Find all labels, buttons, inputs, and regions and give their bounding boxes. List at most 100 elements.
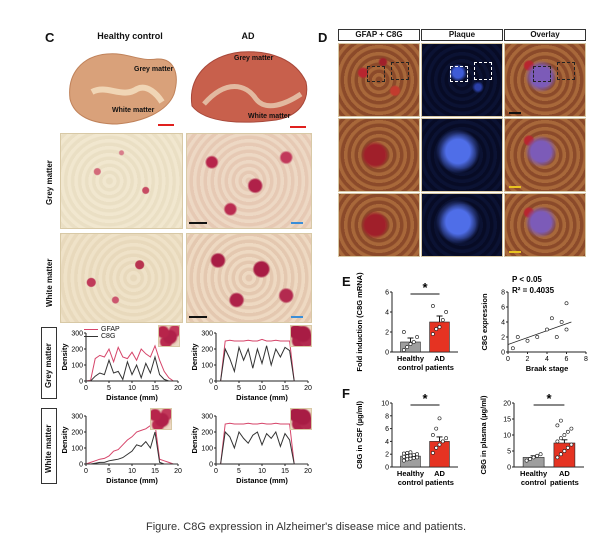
- legend-label-c8g: C8G: [101, 333, 116, 340]
- micrograph-ad-white: [186, 233, 312, 323]
- data-point: [431, 304, 435, 308]
- slice-label-white-healthy: White matter: [112, 107, 155, 114]
- data-point: [510, 346, 515, 351]
- data-point: [555, 423, 560, 428]
- slice-label-grey-healthy: Grey matter: [134, 66, 174, 73]
- d-plaque-overview: [421, 43, 503, 117]
- profile-row-label-grey: Grey matter: [44, 343, 53, 388]
- y-tick-label: 6: [385, 290, 389, 297]
- x-tick-label: 20: [304, 385, 312, 392]
- data-point: [408, 450, 413, 455]
- x-tick-label: 0: [84, 468, 88, 475]
- data-point: [566, 445, 570, 450]
- data-point: [559, 418, 563, 423]
- category-label: patients: [425, 478, 454, 487]
- significance-marker: *: [546, 391, 552, 406]
- data-point: [531, 455, 536, 460]
- series-line-gfap: [85, 344, 178, 382]
- data-point: [549, 316, 554, 321]
- d-overlay-zoom2: [504, 193, 586, 257]
- col-header-healthy: Healthy control: [97, 31, 163, 41]
- data-point: [437, 442, 442, 447]
- scale-bar: [189, 222, 207, 224]
- y-tick-label: 300: [71, 331, 83, 338]
- data-point: [434, 426, 439, 431]
- x-tick-label: 0: [214, 468, 218, 475]
- y-tick-label: 15: [503, 417, 511, 424]
- data-point: [411, 452, 416, 457]
- x-axis-label: Distance (mm): [236, 393, 288, 402]
- y-tick-label: 0: [507, 465, 511, 472]
- d-gfap-zoom1: [338, 118, 420, 192]
- scale-bar: [189, 316, 207, 318]
- data-point: [411, 456, 416, 460]
- d-header-label: Plaque: [448, 30, 476, 39]
- legend-item-c8g: C8G: [84, 333, 120, 340]
- x-axis-label: Distance (mm): [236, 476, 288, 485]
- data-point: [401, 330, 406, 334]
- scatter-chart-braak: 0 2 4 6 8 0 2 4 6 8 Braak stage C8G expression P < 0…: [480, 275, 588, 373]
- scale-bar: [509, 186, 521, 188]
- category-label: patients: [550, 478, 579, 487]
- data-point: [415, 455, 419, 460]
- profile-row-label-box-white: White matter: [41, 408, 57, 484]
- y-tick-label: 5: [507, 449, 511, 456]
- scale-bar: [290, 126, 306, 128]
- data-point: [408, 453, 413, 458]
- data-point: [440, 439, 445, 444]
- line-chart-grey-ad: 0 100 200 300 0 5 10 15 20 Distance (mm) Density: [190, 331, 312, 403]
- x-tick-label: 0: [214, 385, 218, 392]
- y-tick-label: 4: [501, 320, 505, 327]
- d-gfap-overview: [338, 43, 420, 117]
- legend: GFAP C8G: [84, 326, 120, 340]
- series-line-c8g: [216, 430, 308, 465]
- legend-item-gfap: GFAP: [84, 326, 120, 333]
- data-point: [569, 442, 574, 447]
- scale-bar: [509, 112, 521, 114]
- y-tick-label: 200: [71, 430, 83, 437]
- y-tick-label: 300: [71, 414, 83, 421]
- figure-caption: Figure. C8G expression in Alzheimer's di…: [145, 521, 467, 533]
- y-tick-label: 0: [79, 462, 83, 469]
- data-point: [434, 327, 439, 331]
- y-tick-label: 0: [385, 465, 389, 472]
- y-tick-label: 2: [385, 330, 389, 337]
- y-tick-label: 0: [209, 462, 213, 469]
- zoom-box: [367, 66, 385, 82]
- y-tick-label: 200: [201, 430, 213, 437]
- data-point: [408, 342, 413, 346]
- y-tick-label: 6: [501, 305, 505, 312]
- data-point: [401, 451, 406, 456]
- d-gfap-zoom2: [338, 193, 420, 257]
- x-tick-label: 10: [258, 385, 266, 392]
- data-point: [405, 451, 410, 455]
- series-line-c8g: [86, 431, 178, 465]
- data-point: [559, 320, 564, 324]
- data-point: [545, 327, 549, 332]
- data-point: [431, 451, 435, 455]
- zoom-box: [557, 62, 575, 80]
- x-tick-label: 15: [281, 468, 289, 475]
- data-point: [535, 335, 540, 339]
- category-label: Healthy: [520, 469, 548, 478]
- data-point: [405, 457, 410, 462]
- x-tick-label: 5: [237, 468, 241, 475]
- significance-marker: *: [422, 391, 428, 406]
- x-tick-label: 5: [237, 385, 241, 392]
- x-tick-label: 8: [584, 356, 588, 363]
- slice-label-white-ad: White matter: [248, 113, 291, 120]
- bar-chart-mrna: 0 2 4 6 Fold induction (C8G mRNA) Healthycont…: [355, 272, 458, 372]
- y-tick-label: 4: [385, 439, 389, 446]
- y-tick-label: 0: [209, 379, 213, 386]
- data-point: [569, 426, 574, 431]
- category-label: control: [521, 478, 546, 487]
- category-label: AD: [559, 469, 570, 478]
- x-tick-label: 0: [84, 385, 88, 392]
- series-line-gfap: [85, 423, 178, 465]
- zoom-box: [450, 66, 468, 82]
- category-label: AD: [434, 354, 445, 363]
- x-tick-label: 15: [151, 385, 159, 392]
- panel-letter-f: F: [342, 386, 350, 401]
- zoom-box: [391, 62, 409, 80]
- y-tick-label: 100: [71, 363, 83, 370]
